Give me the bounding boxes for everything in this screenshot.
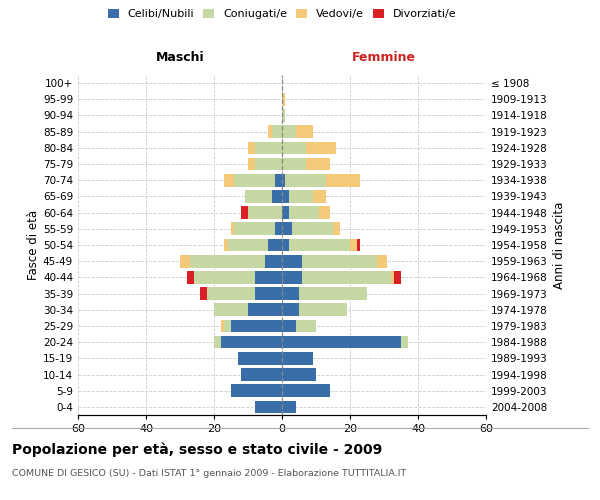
Bar [282, 304, 299, 316]
Bar [282, 158, 306, 170]
Bar [265, 255, 282, 268]
Bar [224, 320, 231, 332]
Y-axis label: Fasce di età: Fasce di età [27, 210, 40, 280]
Bar [245, 190, 272, 202]
Text: Femmine: Femmine [352, 50, 416, 64]
Bar [255, 158, 282, 170]
Bar [333, 222, 340, 235]
Bar [282, 238, 289, 252]
Bar [282, 222, 292, 235]
Bar [296, 126, 313, 138]
Bar [350, 238, 357, 252]
Bar [255, 288, 282, 300]
Bar [391, 271, 394, 283]
Bar [282, 93, 286, 106]
Bar [227, 238, 268, 252]
Bar [214, 336, 221, 348]
Bar [255, 400, 282, 413]
Text: COMUNE DI GESICO (SU) - Dati ISTAT 1° gennaio 2009 - Elaborazione TUTTITALIA.IT: COMUNE DI GESICO (SU) - Dati ISTAT 1° ge… [12, 469, 406, 478]
Bar [224, 238, 227, 252]
Bar [282, 109, 286, 122]
Bar [221, 336, 282, 348]
Bar [377, 255, 388, 268]
Bar [282, 206, 289, 219]
Bar [268, 238, 282, 252]
Bar [190, 255, 265, 268]
Bar [241, 206, 248, 219]
Bar [221, 320, 224, 332]
Bar [272, 190, 282, 202]
Legend: Celibi/Nubili, Coniugati/e, Vedovi/e, Divorziati/e: Celibi/Nubili, Coniugati/e, Vedovi/e, Di… [104, 6, 460, 22]
Bar [319, 206, 329, 219]
Bar [231, 320, 282, 332]
Bar [302, 271, 391, 283]
Bar [282, 142, 306, 154]
Bar [394, 271, 401, 283]
Bar [248, 158, 255, 170]
Bar [282, 400, 296, 413]
Bar [282, 190, 289, 202]
Bar [214, 304, 248, 316]
Bar [299, 304, 347, 316]
Bar [299, 288, 367, 300]
Bar [282, 271, 302, 283]
Bar [401, 336, 408, 348]
Text: Popolazione per età, sesso e stato civile - 2009: Popolazione per età, sesso e stato civil… [12, 442, 382, 457]
Bar [306, 158, 329, 170]
Bar [224, 174, 235, 186]
Bar [282, 336, 401, 348]
Bar [302, 255, 377, 268]
Bar [289, 190, 313, 202]
Bar [282, 384, 329, 397]
Bar [231, 222, 235, 235]
Bar [282, 288, 299, 300]
Bar [248, 142, 255, 154]
Bar [282, 126, 296, 138]
Bar [272, 126, 282, 138]
Bar [275, 174, 282, 186]
Bar [292, 222, 333, 235]
Bar [255, 142, 282, 154]
Bar [235, 174, 275, 186]
Bar [238, 352, 282, 364]
Bar [187, 271, 194, 283]
Bar [282, 352, 313, 364]
Bar [194, 271, 255, 283]
Bar [296, 320, 316, 332]
Bar [268, 126, 272, 138]
Bar [289, 238, 350, 252]
Bar [231, 384, 282, 397]
Bar [306, 142, 337, 154]
Bar [248, 206, 282, 219]
Bar [282, 320, 296, 332]
Bar [282, 255, 302, 268]
Text: Maschi: Maschi [155, 50, 205, 64]
Bar [326, 174, 360, 186]
Bar [241, 368, 282, 381]
Bar [207, 288, 255, 300]
Bar [180, 255, 190, 268]
Bar [289, 206, 319, 219]
Bar [286, 174, 326, 186]
Bar [357, 238, 360, 252]
Bar [275, 222, 282, 235]
Bar [282, 368, 316, 381]
Bar [313, 190, 326, 202]
Bar [255, 271, 282, 283]
Bar [282, 174, 286, 186]
Bar [200, 288, 207, 300]
Y-axis label: Anni di nascita: Anni di nascita [553, 202, 566, 288]
Bar [248, 304, 282, 316]
Bar [235, 222, 275, 235]
